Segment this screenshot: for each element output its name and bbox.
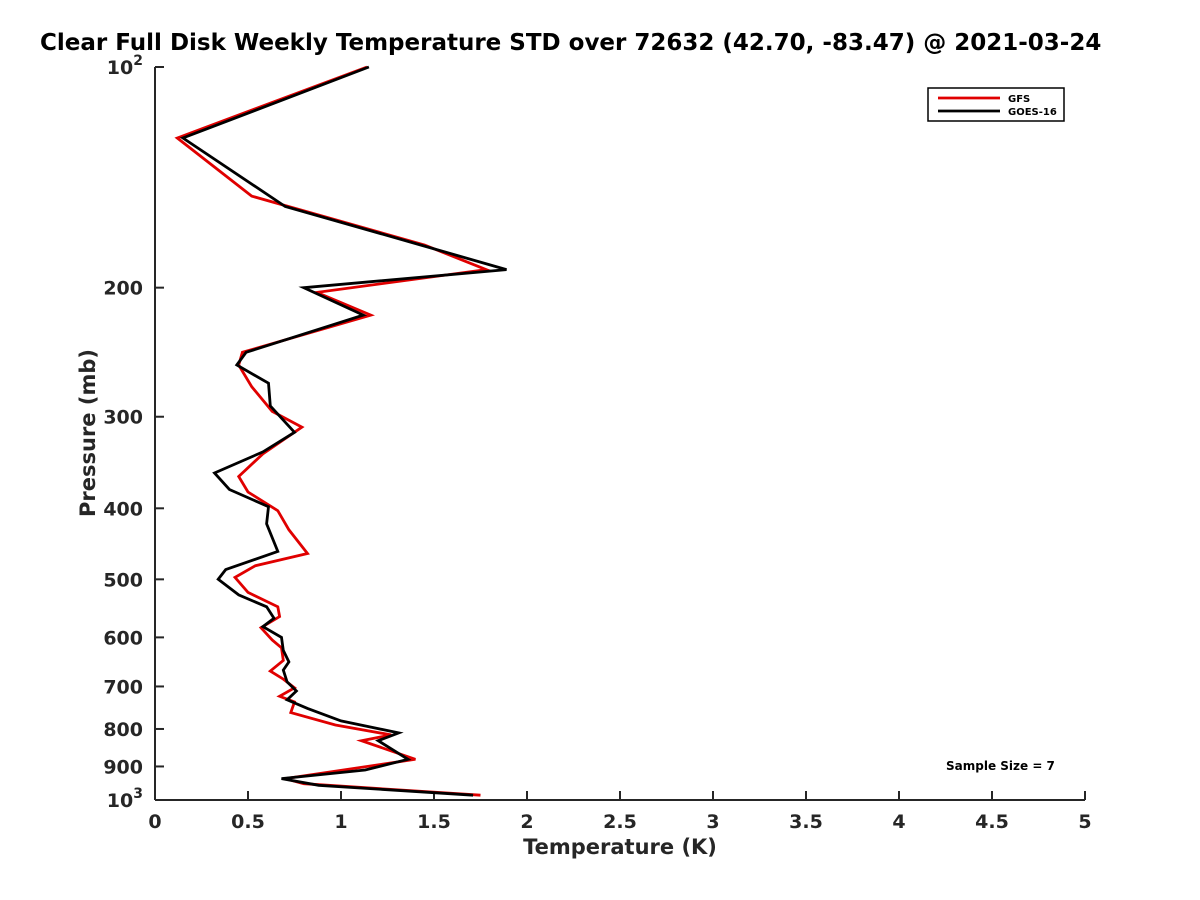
x-axis-ticks: 0 0.5 1 1.5 2 2.5 3 3.5 4 4.5 5	[148, 791, 1092, 833]
x-tick-label: 3.5	[789, 811, 823, 833]
y-tick-label: 400	[103, 498, 143, 520]
y-axis-ticks: 102 200 300 400 500 600 700 800 900 103	[103, 53, 164, 812]
legend-label: GFS	[1008, 94, 1030, 105]
x-tick-label: 2	[520, 811, 533, 833]
x-tick-label: 5	[1078, 811, 1091, 833]
x-tick-label: 0	[148, 811, 161, 833]
y-tick-label: 700	[103, 676, 143, 698]
y-axis-label: Pressure (mb)	[76, 349, 100, 517]
y-tick-label: 103	[107, 786, 143, 812]
x-tick-label: 4	[892, 811, 905, 833]
series-lines	[174, 65, 507, 797]
x-tick-label: 0.5	[231, 811, 265, 833]
y-tick-label: 600	[103, 627, 143, 649]
x-tick-label: 3	[706, 811, 719, 833]
y-tick-label: 800	[103, 719, 143, 741]
legend-box	[927, 87, 1065, 122]
x-axis-label: Temperature (K)	[523, 835, 717, 859]
y-tick-label: 102	[107, 53, 143, 79]
chart-title: Clear Full Disk Weekly Temperature STD o…	[40, 30, 1102, 56]
sample-size-annotation: Sample Size = 7	[946, 759, 1055, 773]
x-tick-label: 4.5	[975, 811, 1009, 833]
y-tick-label: 900	[103, 756, 143, 778]
series-line-gfs	[174, 65, 492, 797]
x-tick-label: 2.5	[603, 811, 637, 833]
x-tick-label: 1.5	[417, 811, 451, 833]
legend-label: GOES-16	[1008, 107, 1057, 118]
legend: GFS GOES-16	[927, 87, 1065, 122]
x-tick-label: 1	[334, 811, 347, 833]
y-tick-label: 500	[103, 569, 143, 591]
y-tick-label: 200	[103, 278, 143, 300]
series-line-goes-16	[179, 65, 507, 797]
y-tick-label: 300	[103, 407, 143, 429]
